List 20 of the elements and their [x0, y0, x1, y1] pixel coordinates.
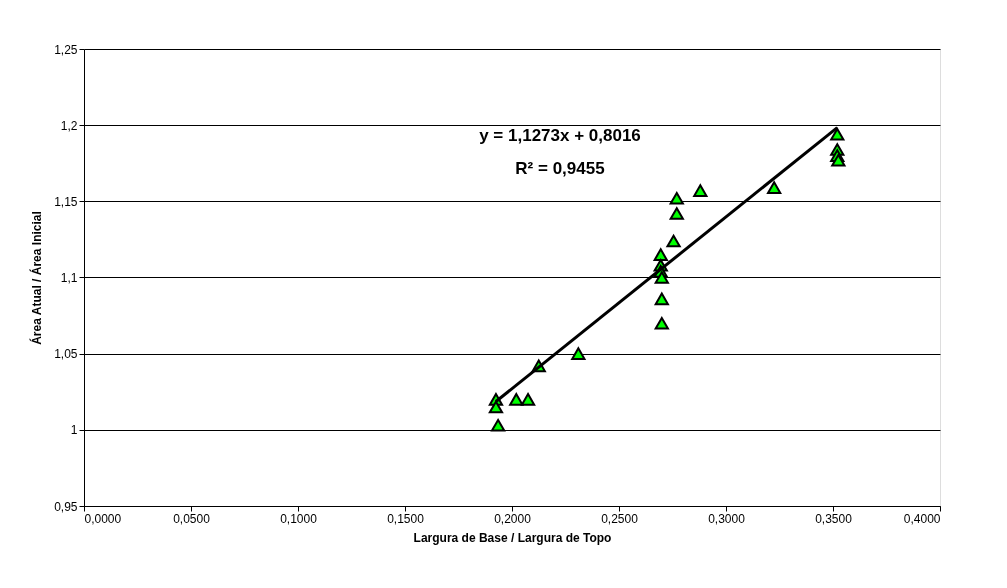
y-tick-label: 1 — [70, 423, 78, 438]
x-tick-label: 0,4000 — [903, 511, 941, 526]
x-tick-label: 0,1000 — [280, 511, 318, 526]
x-axis-title: Largura de Base / Largura de Topo — [413, 530, 612, 545]
x-tick-label: 0,3000 — [708, 511, 746, 526]
annotation: R² = 0,9455 — [515, 159, 605, 178]
x-tick-label: 0,3500 — [815, 511, 853, 526]
x-tick-label: 0,1500 — [387, 511, 425, 526]
y-tick-label: 1,05 — [54, 347, 78, 362]
y-tick-label: 1,1 — [60, 271, 78, 285]
y-tick-label: 1,2 — [60, 118, 78, 133]
annotation: y = 1,1273x + 0,8016 — [479, 126, 641, 145]
x-tick-label: 0,2500 — [601, 511, 639, 526]
y-tick-label: 1,25 — [54, 42, 78, 57]
x-tick-label: 0,2000 — [494, 511, 532, 526]
y-tick-label: 1,15 — [54, 194, 78, 209]
y-axis-title: Área Atual / Área Inicial — [29, 211, 45, 345]
x-tick-label: 0,0000 — [84, 511, 122, 526]
x-tick-label: 0,0500 — [173, 511, 211, 526]
y-tick-label: 0,95 — [54, 499, 78, 514]
